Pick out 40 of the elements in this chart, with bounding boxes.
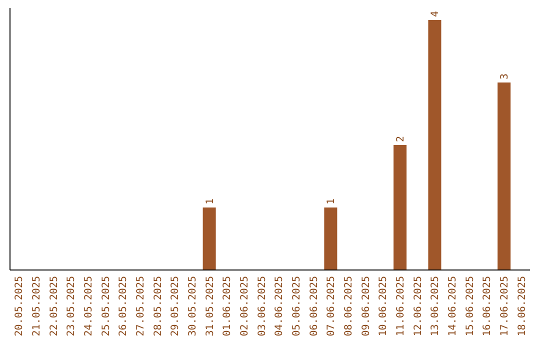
x-tick-label: 15.06.2025 <box>464 276 476 336</box>
data-label: 2 <box>396 136 407 142</box>
bar <box>428 20 442 270</box>
x-tick-label: 18.06.2025 <box>516 276 528 336</box>
data-label: 3 <box>500 73 511 80</box>
x-tick-label: 31.05.2025 <box>204 276 216 336</box>
data-label: 1 <box>204 198 216 204</box>
bar <box>394 145 407 270</box>
x-tick-label: 28.05.2025 <box>152 276 164 336</box>
x-tick-label: 13.06.2025 <box>430 276 442 336</box>
x-tick-label: 01.06.2025 <box>222 276 234 336</box>
x-tick-label: 14.06.2025 <box>448 276 459 336</box>
x-tick-label: 16.06.2025 <box>482 276 494 336</box>
x-tick-label: 25.05.2025 <box>100 276 112 336</box>
x-tick-label: 02.06.2025 <box>239 276 250 336</box>
x-tick-label: 17.06.2025 <box>500 276 511 336</box>
x-tick-label: 30.05.2025 <box>187 276 198 336</box>
x-tick-label: 24.05.2025 <box>83 276 94 336</box>
x-tick-label: 06.06.2025 <box>308 276 320 336</box>
x-tick-label: 20.05.2025 <box>14 276 26 336</box>
x-tick-label: 22.05.2025 <box>48 276 60 336</box>
x-tick-label: 26.05.2025 <box>118 276 130 336</box>
bar <box>498 82 511 270</box>
x-tick-label: 04.06.2025 <box>274 276 286 336</box>
x-tick-label: 05.06.2025 <box>292 276 303 336</box>
x-tick-label: 23.05.2025 <box>66 276 78 336</box>
data-label: 4 <box>430 10 442 17</box>
data-label: 1 <box>326 198 338 204</box>
x-tick-label: 27.05.2025 <box>135 276 146 336</box>
x-tick-label: 21.05.2025 <box>31 276 42 336</box>
x-tick-label: 11.06.2025 <box>396 276 407 336</box>
bar <box>202 208 216 270</box>
x-tick-label: 29.05.2025 <box>170 276 182 336</box>
x-tick-label: 03.06.2025 <box>256 276 268 336</box>
bar <box>324 208 338 270</box>
x-tick-label: 08.06.2025 <box>344 276 355 336</box>
x-tick-label: 10.06.2025 <box>378 276 390 336</box>
x-tick-label: 09.06.2025 <box>360 276 372 336</box>
x-tick-label: 12.06.2025 <box>412 276 424 336</box>
x-tick-label: 07.06.2025 <box>326 276 338 336</box>
